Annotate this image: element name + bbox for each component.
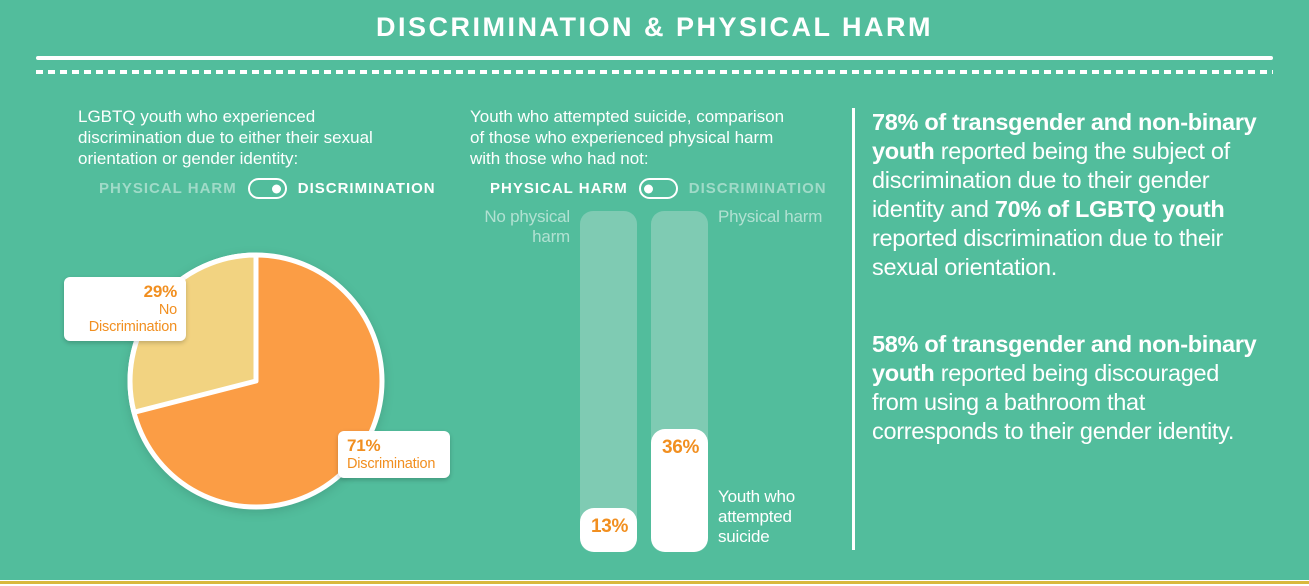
pie-chart [127, 252, 385, 510]
pie-toggle-row: PHYSICAL HARM DISCRIMINATION [99, 178, 436, 199]
pie-label-discrimination: 71% Discrimination [338, 431, 450, 479]
bar-chart-intro-text: Youth who attempted suicide, comparison … [470, 107, 785, 168]
bottom-gold-rule [0, 580, 1309, 586]
stat-paragraph-discrimination: 78% of transgender and non-binary youth … [872, 109, 1257, 280]
toggle-label-discrimination[interactable]: DISCRIMINATION [688, 180, 827, 197]
pie-toggle-switch[interactable] [247, 178, 287, 199]
bar-toggle-switch[interactable] [638, 178, 678, 199]
toggle-knob-icon [272, 184, 282, 193]
toggle-label-physical-harm[interactable]: PHYSICAL HARM [490, 180, 628, 197]
bar-toggle-row: PHYSICAL HARM DISCRIMINATION [490, 178, 827, 199]
bar-no-physical-harm: 13% [580, 211, 637, 552]
bar-group-label-physical-harm: Physical harm [718, 207, 823, 226]
pie-category-no-discrimination: No Discrimination [88, 302, 177, 336]
header-solid-rule [36, 56, 1273, 60]
pie-category-discrimination: Discrimination [347, 456, 436, 473]
vertical-divider [852, 108, 855, 550]
pie-label-no-discrimination: 29% No Discrimination [64, 277, 186, 342]
toggle-label-discrimination[interactable]: DISCRIMINATION [297, 180, 436, 197]
pie-value-no-discrimination: 29% [143, 282, 178, 301]
bar-fill-no-physical-harm: 13% [580, 507, 637, 552]
bar-value-physical-harm: 36% [662, 437, 700, 459]
page-title: DISCRIMINATION & PHYSICAL HARM [375, 12, 933, 42]
bar-fill-physical-harm: 36% [651, 429, 708, 552]
header-dashed-rule [36, 70, 1273, 74]
bar-chart-caption: Youth who attempted suicide [718, 487, 795, 546]
bar-value-no-physical-harm: 13% [591, 515, 629, 537]
bar-group-label-no-physical-harm: No physical harm [484, 207, 570, 246]
toggle-label-physical-harm[interactable]: PHYSICAL HARM [99, 180, 237, 197]
stat-paragraph-bathroom: 58% of transgender and non-binary youth … [872, 331, 1257, 444]
pie-chart-intro-text: LGBTQ youth who experienced discriminati… [78, 107, 373, 168]
pie-value-discrimination: 71% [347, 436, 381, 455]
toggle-knob-icon [644, 184, 654, 193]
bar-physical-harm: 36% [651, 211, 708, 552]
